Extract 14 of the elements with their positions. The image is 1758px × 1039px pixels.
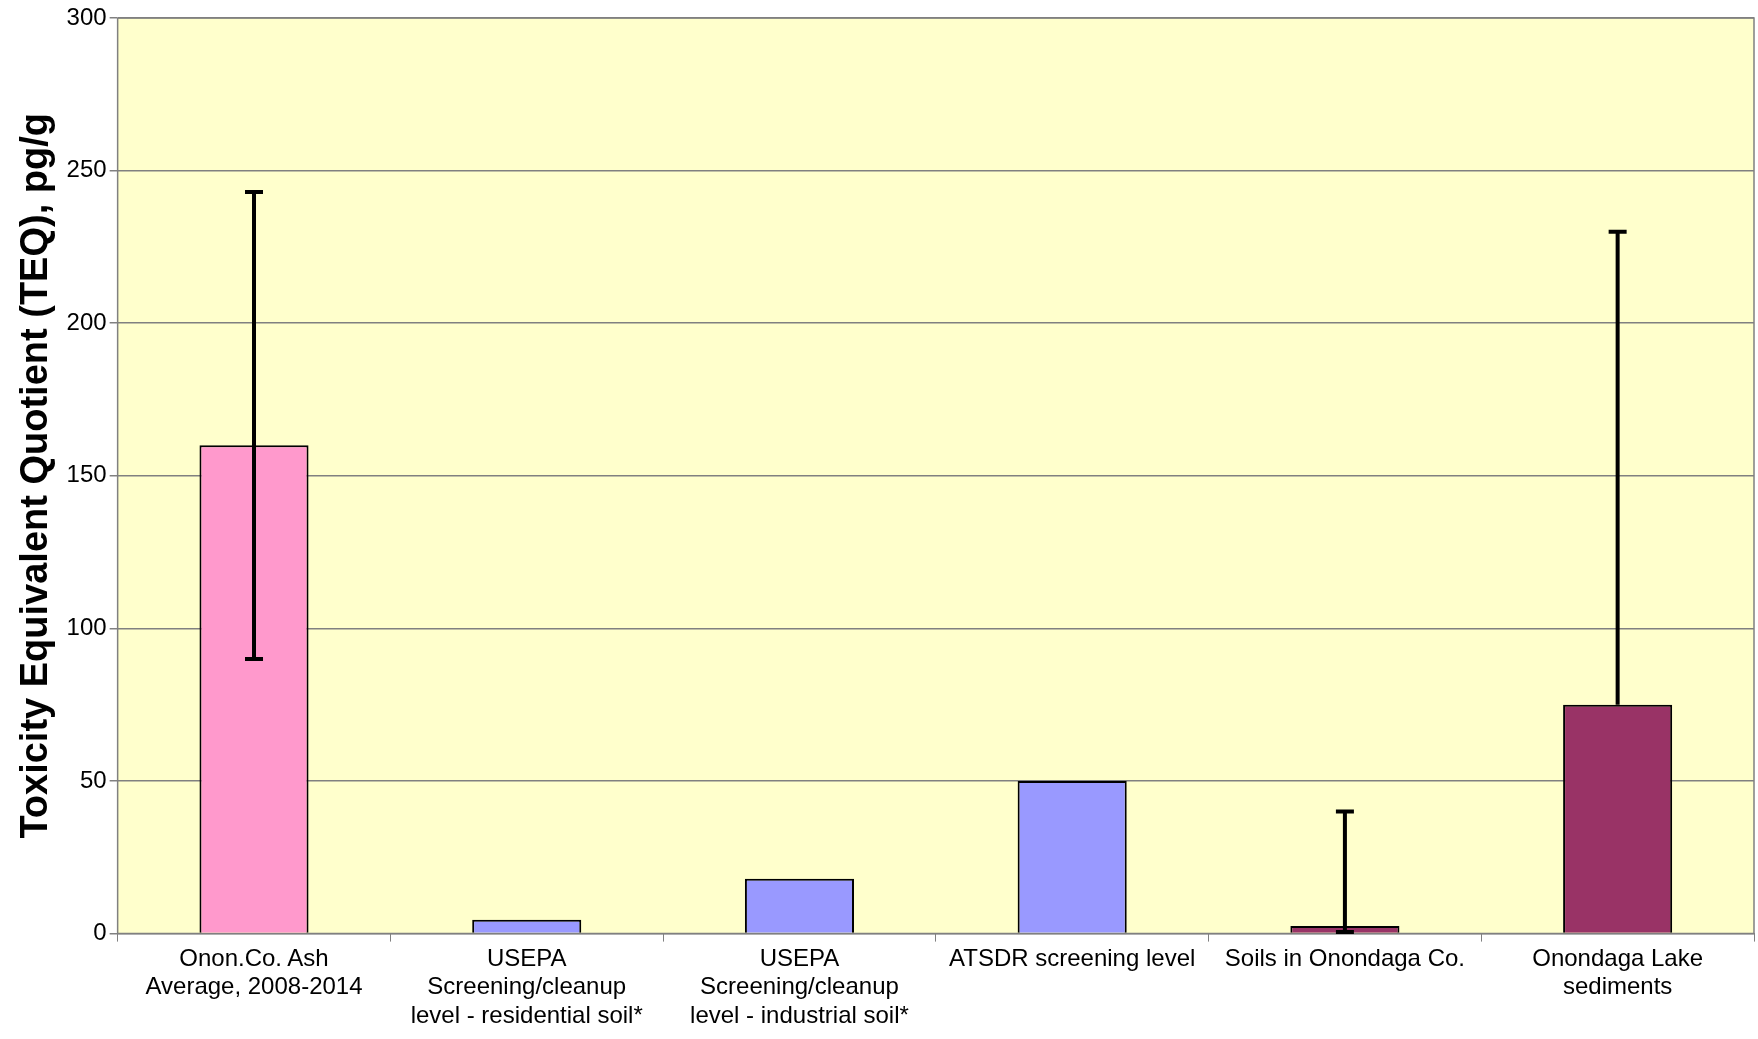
y-tick-label: 250 — [66, 155, 107, 183]
y-tick-label: 50 — [79, 765, 107, 793]
y-tick-label: 100 — [66, 613, 107, 641]
x-tick-label: Soils in Onondaga Co. — [1224, 943, 1465, 971]
x-tick-label: ATSDR screening level — [949, 943, 1196, 971]
y-tick-label: 150 — [66, 460, 107, 488]
x-tick-label: USEPA Screening/cleanup level - residential soil* — [410, 943, 643, 1029]
y-tick-label: 300 — [66, 2, 107, 30]
y-tick-label: 0 — [93, 918, 107, 946]
x-tick-label: Onon.Co. Ash Average, 2008-2014 — [145, 943, 363, 1000]
y-tick-label: 200 — [66, 307, 107, 335]
x-tick-label: Onondaga Lake sediments — [1532, 943, 1704, 1000]
y-axis-title: Toxicity Equivalent Quotient (TEQ), pg/g — [13, 113, 56, 839]
x-tick-label: USEPA Screening/cleanup level - industrial soil* — [690, 943, 909, 1029]
